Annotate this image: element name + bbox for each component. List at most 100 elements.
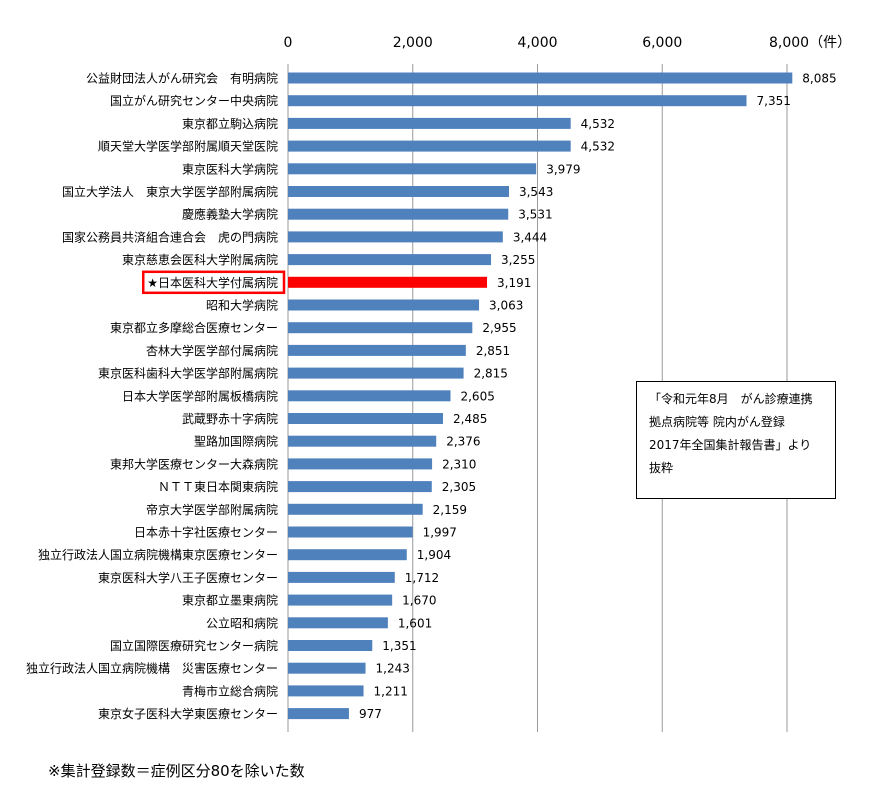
- highlight-box: [141, 270, 286, 295]
- value-label: 3,979: [546, 162, 580, 176]
- source-note-line: 拠点病院等 院内がん登録: [649, 415, 785, 429]
- category-label: 東京医科歯科大学医学部附属病院: [98, 366, 278, 381]
- category-label: 国立がん研究センター中央病院: [110, 93, 278, 108]
- value-label: 3,255: [501, 253, 535, 267]
- footnote: ※集計登録数＝症例区分80を除いた数: [48, 762, 305, 780]
- category-label: ＮＴＴ東日本関東病院: [158, 479, 278, 494]
- bar: [288, 186, 509, 197]
- value-label: 7,351: [757, 94, 791, 108]
- category-label: ★日本医科大学付属病院: [147, 275, 278, 290]
- source-note-line: 抜粋: [649, 461, 674, 475]
- value-label: 4,532: [581, 140, 615, 154]
- category-label: 東京女子医科大学東医療センター: [98, 706, 278, 721]
- value-label: 2,376: [446, 435, 480, 449]
- category-label: 独立行政法人国立病院機構東京医療センター: [38, 547, 278, 562]
- bar: [288, 390, 451, 402]
- x-tick-label: 2,000: [393, 35, 433, 51]
- value-label: 1,904: [417, 548, 451, 562]
- bar: [288, 662, 366, 674]
- value-label: 3,531: [518, 208, 552, 222]
- bar: [288, 526, 413, 538]
- bar: [288, 594, 393, 606]
- value-label: 2,485: [453, 412, 487, 426]
- bar: [288, 617, 388, 629]
- bar: [288, 95, 747, 107]
- category-label: 国立国際医療研究センター病院: [110, 638, 278, 653]
- category-label: 東京医科大学病院: [182, 161, 278, 176]
- bar-highlight: [288, 276, 488, 288]
- value-label: 2,955: [482, 321, 516, 335]
- x-tick-label: 0: [284, 35, 293, 51]
- bar: [288, 344, 466, 356]
- value-label: 1,670: [402, 594, 436, 608]
- value-label: 1,601: [398, 616, 432, 630]
- value-label: 1,712: [405, 571, 439, 585]
- category-label: 東京医科大学八王子医療センター: [98, 570, 278, 585]
- bar: [288, 571, 395, 583]
- value-label: 977: [359, 707, 382, 721]
- value-label: 2,305: [442, 480, 476, 494]
- value-label: 8,085: [802, 72, 836, 86]
- source-note-line: 「令和元年8月 がん診療連携: [649, 392, 813, 406]
- bar: [288, 254, 492, 266]
- bar: [288, 549, 407, 561]
- bar: [288, 685, 364, 697]
- bar: [288, 413, 444, 424]
- bar: [288, 299, 480, 311]
- category-label: 青梅市立総合病院: [182, 683, 278, 698]
- category-label: 国家公務員共済組合連合会 虎の門病院: [62, 229, 278, 244]
- category-label: 武蔵野赤十字病院: [182, 411, 278, 426]
- category-label: 日本赤十字社医療センター: [134, 525, 278, 540]
- x-tick-label: 8,000（件）: [769, 35, 851, 51]
- value-label: 3,444: [513, 230, 547, 244]
- category-label: 国立大学法人 東京大学医学部附属病院: [62, 184, 278, 199]
- bar: [288, 458, 433, 470]
- value-label: 2,815: [474, 367, 508, 381]
- bar: [288, 708, 349, 720]
- category-label: 日本大学医学部附属板橋病院: [122, 388, 278, 403]
- value-label: 1,351: [382, 639, 416, 653]
- category-label: 慶應義塾大学病院: [182, 207, 278, 222]
- bar: [288, 117, 571, 129]
- category-label: 公益財団法人がん研究会 有明病院: [86, 71, 278, 86]
- category-label: 独立行政法人国立病院機構 災害医療センター: [26, 661, 278, 676]
- source-note-line: 2017年全国集計報告書」より: [649, 438, 812, 452]
- value-label: 1,997: [423, 526, 457, 540]
- category-label: 東京慈恵会医科大学附属病院: [122, 252, 278, 267]
- value-label: 2,310: [442, 457, 476, 471]
- category-label: 東京都立駒込病院: [182, 116, 278, 131]
- x-tick-label: 6,000: [642, 35, 682, 51]
- value-label: 1,243: [376, 662, 410, 676]
- category-label: 昭和大学病院: [206, 298, 278, 313]
- bar: [288, 140, 571, 152]
- bar: [288, 163, 537, 175]
- category-label: 聖路加国際病院: [194, 434, 278, 449]
- value-label: 3,543: [519, 185, 553, 199]
- category-label: 東邦大学医療センター大森病院: [110, 456, 278, 471]
- value-label: 1,211: [374, 684, 408, 698]
- value-label: 4,532: [581, 117, 615, 131]
- bar: [288, 72, 793, 84]
- bar: [288, 503, 423, 515]
- value-label: 3,191: [497, 276, 531, 290]
- x-tick-label: 4,000: [517, 35, 557, 51]
- bar: [288, 481, 432, 493]
- bar: [288, 322, 473, 334]
- category-label: 公立昭和病院: [206, 615, 278, 630]
- source-note: 「令和元年8月 がん診療連携 拠点病院等 院内がん登録 2017年全国集計報告書…: [636, 381, 836, 499]
- category-label: 杏林大学医学部付属病院: [146, 343, 278, 358]
- bar: [288, 640, 373, 651]
- value-label: 2,159: [433, 503, 467, 517]
- value-label: 2,851: [476, 344, 510, 358]
- bar: [288, 208, 509, 220]
- bar: [288, 435, 437, 447]
- category-label: 帝京大学医学部附属病院: [146, 502, 278, 517]
- bar: [288, 367, 464, 379]
- value-label: 2,605: [460, 389, 494, 403]
- category-label: 東京都立墨東病院: [182, 593, 278, 608]
- bar: [288, 231, 503, 243]
- category-label: 東京都立多摩総合医療センター: [110, 320, 278, 335]
- category-label: 順天堂大学医学部附属順天堂医院: [98, 139, 278, 154]
- value-label: 3,063: [489, 299, 523, 313]
